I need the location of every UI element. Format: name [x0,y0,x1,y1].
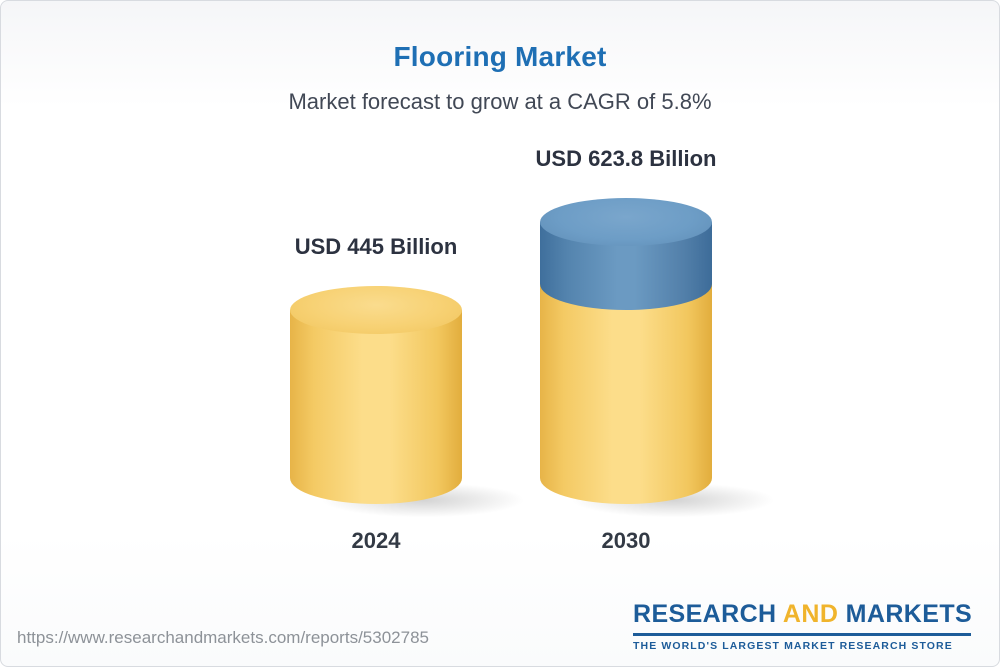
logo-divider [633,633,971,636]
logo-wordmark: RESEARCH AND MARKETS [633,600,973,629]
value-label-2024: USD 445 Billion [294,234,458,259]
source-url-link[interactable]: https://www.researchandmarkets.com/repor… [17,628,429,647]
logo-tagline: THE WORLD'S LARGEST MARKET RESEARCH STOR… [633,640,953,652]
cylinder-2030-top [540,198,712,246]
chart-title: Flooring Market [393,41,607,72]
bar-2030: USD 623.8 Billion 2030 [536,146,778,553]
category-label-2024: 2024 [351,528,401,553]
research-and-markets-logo: RESEARCH AND MARKETS THE WORLD'S LARGEST… [633,600,973,652]
logo-word-markets: MARKETS [845,600,973,628]
cylinder-2024-top [290,286,462,334]
cylinder-2024 [290,286,528,518]
cylinder-2024-body [290,310,462,504]
cylinder-2030 [540,198,778,518]
bar-2024: USD 445 Billion 2024 [290,234,528,553]
value-label-2030: USD 623.8 Billion [535,146,717,171]
chart-subtitle: Market forecast to grow at a CAGR of 5.8… [288,89,712,114]
logo-word-research: RESEARCH [633,600,777,628]
logo-word-and: AND [782,600,839,628]
chart-header: Flooring Market Market forecast to grow … [1,41,999,115]
category-label-2030: 2030 [601,528,651,553]
